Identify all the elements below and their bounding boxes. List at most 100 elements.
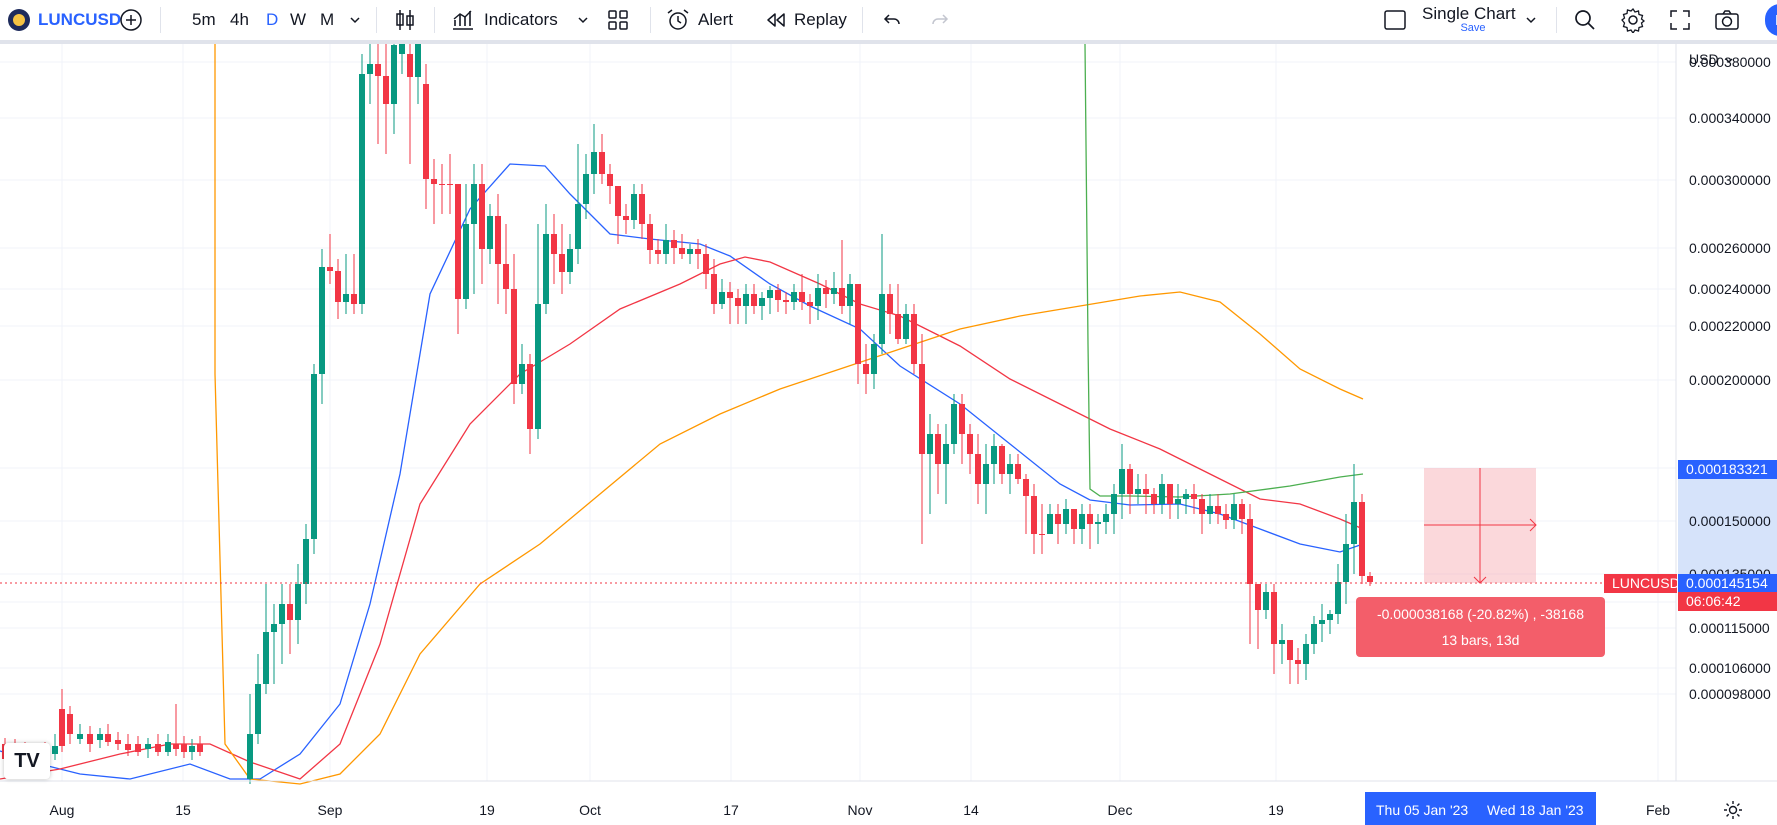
candle-body [415, 44, 421, 77]
search-button[interactable] [1572, 0, 1598, 40]
candle-body [311, 374, 317, 539]
candle-body [991, 446, 997, 464]
time-tick-label: 17 [723, 802, 739, 818]
candle-body [919, 364, 925, 454]
ma-green-line [1084, 44, 1364, 498]
candle-body [631, 194, 637, 220]
alarm-clock-icon [667, 9, 689, 30]
candle-body [719, 292, 725, 304]
symbol-price-tag: LUNCUSD [1604, 574, 1680, 593]
currency-chevron-icon [1725, 58, 1733, 63]
indicators-dropdown-button[interactable] [576, 0, 590, 40]
measure-arrow-down-icon [1473, 576, 1487, 584]
ma-red-line [0, 256, 1364, 780]
candle-body [327, 267, 333, 271]
candle-body [295, 584, 301, 620]
replay-button[interactable]: Replay [764, 0, 847, 40]
screenshot-button[interactable] [1713, 0, 1741, 40]
candle-body [97, 734, 103, 740]
candle-body [1279, 640, 1285, 644]
price-axis-ticks: 0.000380000 0.000340000 0.000300000 0.00026… [1689, 54, 1771, 702]
candle-body [1303, 644, 1309, 664]
candle-body [695, 249, 701, 254]
price-chart[interactable]: USD 0.0003800000.0003400000.0003000000.0… [0, 44, 1777, 825]
highlight-top-price-tag: 0.000183321 [1678, 460, 1777, 479]
candle-body [679, 248, 685, 254]
plus-circle-icon [120, 9, 142, 31]
intervals-dropdown-button[interactable] [348, 0, 362, 40]
fullscreen-button[interactable] [1668, 0, 1692, 40]
candle-body [807, 302, 813, 306]
interval-d[interactable]: D [266, 10, 279, 29]
candle-body [1359, 502, 1365, 576]
settings-button[interactable] [1620, 0, 1646, 40]
time-range-highlight [1365, 792, 1596, 825]
candle-body [1135, 489, 1141, 494]
symbol-search-button[interactable]: LUNCUSD [8, 0, 121, 40]
candle-body [263, 632, 269, 684]
interval-5m[interactable]: 5m [192, 10, 216, 29]
candle-body [847, 284, 853, 306]
candle-body [1031, 496, 1037, 534]
time-tick-label: Nov [848, 802, 873, 818]
tradingview-logo-icon[interactable]: TV [4, 743, 50, 779]
interval-4h[interactable]: 4h [230, 10, 249, 29]
price-tick-label: 0.000115000 [1689, 620, 1770, 636]
interval-w[interactable]: W [290, 10, 307, 29]
candle-body [335, 271, 341, 302]
templates-button[interactable] [606, 0, 630, 40]
undo-icon [883, 14, 900, 25]
interval-m[interactable]: M [320, 10, 335, 29]
candle-body [1151, 494, 1157, 504]
candle-body [687, 249, 693, 254]
save-label[interactable]: Save [1460, 22, 1486, 34]
chevron-down-icon [578, 17, 588, 24]
chart-type-button[interactable] [392, 0, 418, 40]
candle-body [125, 744, 131, 750]
candle-body [567, 249, 573, 272]
candle-body [927, 434, 933, 454]
candle-body [455, 184, 461, 299]
candle-body [1335, 582, 1341, 614]
candle-body [463, 224, 469, 299]
candle-body [59, 709, 65, 746]
candle-body [791, 292, 797, 302]
measure-arrow-right-icon [1529, 518, 1537, 532]
candle-body [1023, 479, 1029, 496]
candle-body [479, 184, 485, 249]
candle-body [1311, 624, 1317, 644]
candle-body [52, 746, 58, 754]
candle-body [287, 604, 293, 620]
candle-body [407, 54, 413, 77]
candle-body [671, 240, 677, 248]
layout-button[interactable]: Single Chart [1382, 0, 1538, 40]
candle-body [1247, 519, 1253, 584]
chart-grid [0, 44, 1676, 781]
moving-averages [0, 44, 1364, 785]
redo-button[interactable] [928, 0, 952, 40]
candlestick-series [2, 44, 1373, 784]
indicators-button[interactable]: Indicators [450, 0, 558, 40]
alert-button[interactable]: Alert [664, 0, 733, 40]
time-tick-label: Aug [50, 802, 75, 818]
account-button[interactable]: P [1765, 4, 1777, 36]
candles-icon [396, 10, 414, 30]
time-tick-label: 19 [479, 802, 495, 818]
compare-symbol-button[interactable] [118, 0, 144, 40]
candle-body [575, 204, 581, 249]
time-tick-label: Sep [318, 802, 343, 818]
candle-body [1183, 494, 1189, 499]
single-layout-icon [1384, 10, 1406, 30]
candle-body [447, 184, 453, 185]
candle-body [855, 284, 861, 364]
candle-body [879, 294, 885, 344]
candle-body [871, 344, 877, 374]
candle-body [375, 64, 381, 76]
candle-body [527, 364, 533, 429]
candle-body [551, 234, 557, 254]
time-tick-label: 14 [963, 802, 979, 818]
undo-button[interactable] [880, 0, 904, 40]
candle-body [751, 294, 757, 306]
price-axis-bg [1676, 44, 1777, 825]
candle-body [815, 288, 821, 306]
